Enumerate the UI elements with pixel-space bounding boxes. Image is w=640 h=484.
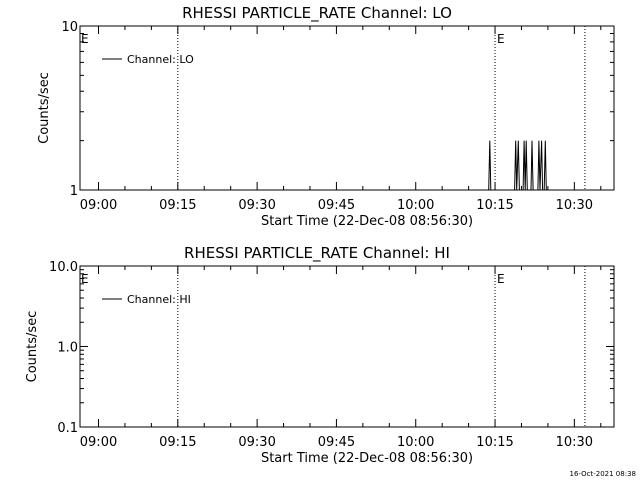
x-tick-label: 09:00 (80, 198, 117, 213)
legend-label: Channel: HI (127, 293, 191, 306)
y-axis-label: Counts/sec (25, 311, 40, 383)
x-tick-label: 10:30 (556, 198, 593, 213)
x-tick-label: 09:00 (80, 435, 117, 450)
footer-timestamp: 16-Oct-2021 08:38 (570, 470, 636, 478)
y-tick-label: 1.0 (57, 341, 78, 356)
x-tick-label: 09:15 (159, 198, 196, 213)
x-tick-label: 09:30 (238, 198, 275, 213)
left-event-marker: E (81, 32, 89, 46)
event-marker-label: E (497, 272, 505, 286)
x-axis-label: Start Time (22-Dec-08 08:56:30) (261, 451, 473, 466)
x-tick-label: 09:30 (238, 435, 275, 450)
event-marker-label: E (497, 32, 505, 46)
left-event-marker: E (81, 272, 89, 286)
x-tick-label: 09:15 (159, 435, 196, 450)
y-tick-label: 10.0 (49, 260, 78, 275)
y-axis-label: Counts/sec (37, 72, 52, 144)
y-tick-label: 0.1 (57, 421, 78, 436)
x-tick-label: 09:45 (318, 435, 355, 450)
x-tick-label: 10:00 (397, 198, 434, 213)
x-tick-label: 10:15 (476, 198, 513, 213)
x-axis-label: Start Time (22-Dec-08 08:56:30) (261, 214, 473, 229)
plot-frame (79, 25, 615, 191)
legend-label: Channel: LO (127, 53, 194, 66)
chart-title: RHESSI PARTICLE_RATE Channel: HI (184, 244, 450, 263)
series-line (488, 140, 547, 191)
x-tick-label: 10:30 (556, 435, 593, 450)
chart-title: RHESSI PARTICLE_RATE Channel: LO (182, 4, 452, 23)
x-tick-label: 10:00 (397, 435, 434, 450)
x-tick-label: 09:45 (318, 198, 355, 213)
chart-panel-2: RHESSI PARTICLE_RATE Channel: HI 0.1 1.0 10… (25, 244, 615, 466)
y-tick-label: 1 (70, 184, 78, 199)
chart-panel-1: RHESSI PARTICLE_RATE Channel: LO 1 10 Count… (37, 4, 615, 229)
x-tick-label: 10:15 (476, 435, 513, 450)
y-tick-label: 10 (61, 20, 78, 35)
